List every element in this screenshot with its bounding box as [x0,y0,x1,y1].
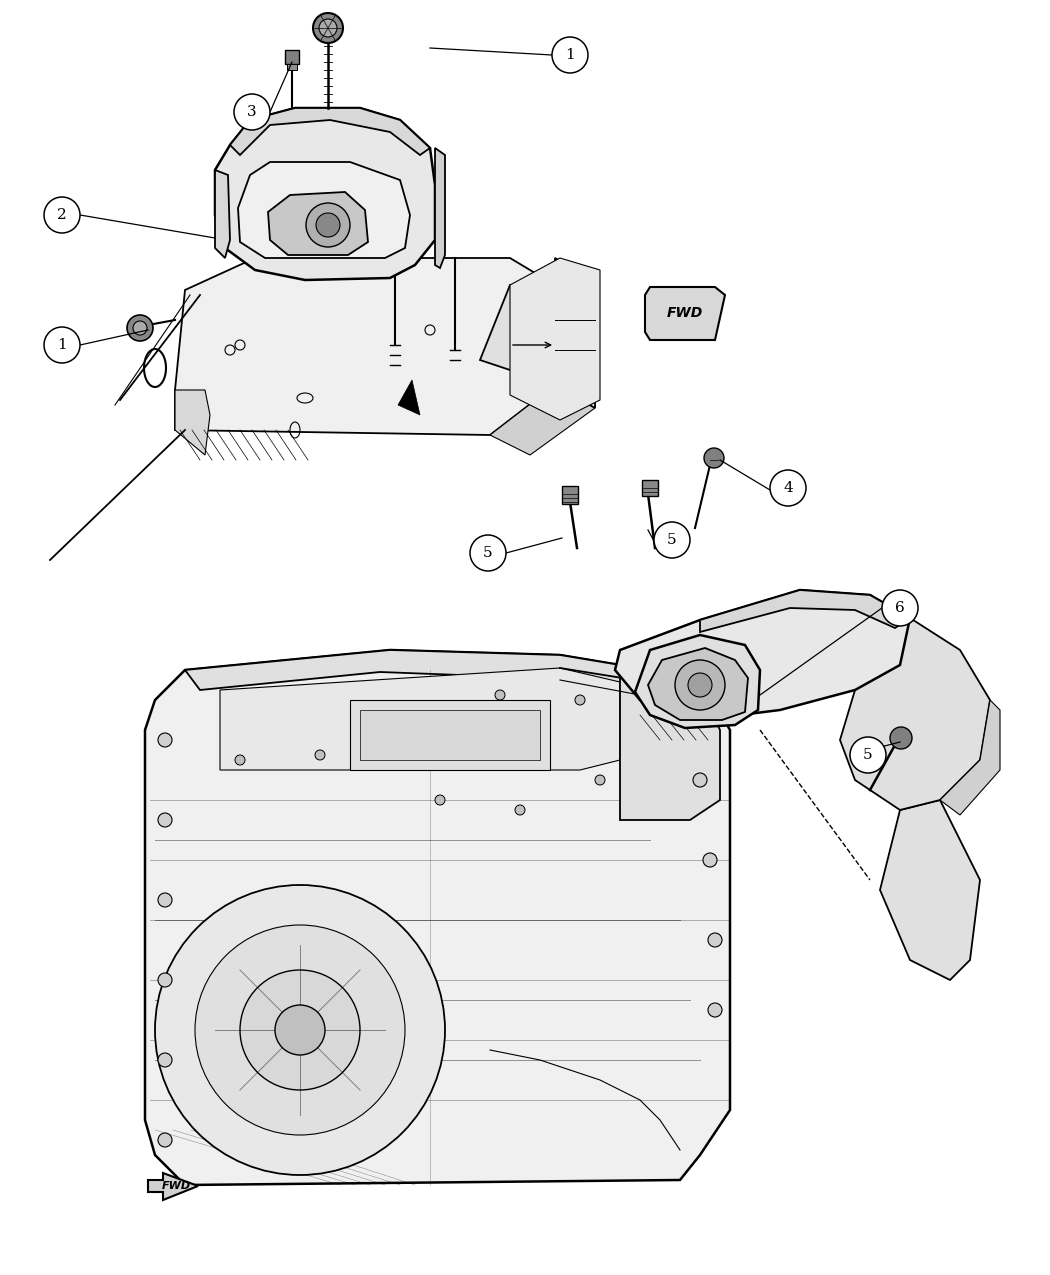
Polygon shape [175,390,210,455]
Circle shape [704,853,717,867]
Circle shape [595,775,605,785]
Circle shape [435,796,445,805]
Text: 2: 2 [57,208,67,222]
Circle shape [127,315,153,340]
Circle shape [306,203,350,247]
Circle shape [158,1133,172,1148]
Polygon shape [238,162,410,258]
Polygon shape [435,148,445,268]
Polygon shape [398,380,420,414]
Circle shape [133,321,147,335]
Circle shape [882,590,918,626]
Circle shape [195,924,405,1135]
Circle shape [313,13,343,43]
Text: FWD: FWD [667,306,704,320]
Bar [642,479,658,496]
Polygon shape [185,650,710,710]
Circle shape [890,727,912,748]
Text: 5: 5 [863,748,873,762]
Bar [285,50,299,64]
Circle shape [44,198,80,233]
Bar [350,700,550,770]
Circle shape [319,19,337,37]
Circle shape [158,813,172,827]
Circle shape [575,695,585,705]
Polygon shape [480,286,590,385]
Circle shape [675,660,724,710]
Polygon shape [620,669,720,820]
Polygon shape [645,287,724,340]
Circle shape [44,326,80,363]
Polygon shape [700,590,910,632]
Circle shape [158,1053,172,1067]
Circle shape [235,755,245,765]
Polygon shape [220,668,620,770]
Text: 4: 4 [783,481,793,495]
Text: 3: 3 [247,105,257,119]
Text: 1: 1 [565,48,575,62]
Bar [287,64,297,70]
Circle shape [708,1003,722,1017]
Polygon shape [880,799,980,980]
Text: 5: 5 [483,546,492,560]
Circle shape [315,750,326,760]
Polygon shape [648,648,748,720]
Circle shape [708,933,722,947]
Polygon shape [555,286,595,408]
Text: 1: 1 [57,338,67,352]
Circle shape [158,973,172,987]
Text: 5: 5 [667,533,677,547]
Polygon shape [145,650,730,1184]
Polygon shape [940,700,1000,815]
Circle shape [240,970,360,1090]
Circle shape [552,37,588,73]
Polygon shape [635,635,760,728]
Polygon shape [230,108,430,156]
Polygon shape [615,590,910,720]
Circle shape [155,885,445,1176]
Circle shape [688,673,712,697]
Text: 6: 6 [895,601,905,615]
Bar [562,486,578,504]
Polygon shape [215,108,435,280]
Circle shape [654,521,690,558]
Circle shape [158,733,172,747]
Polygon shape [175,258,555,435]
Polygon shape [510,258,600,419]
Circle shape [850,737,886,773]
Circle shape [158,892,172,907]
Polygon shape [268,193,368,255]
Bar [360,710,540,760]
Polygon shape [840,618,990,810]
Circle shape [514,805,525,815]
Text: FWD: FWD [162,1181,190,1191]
Polygon shape [215,170,230,258]
Circle shape [316,213,340,237]
Circle shape [770,470,806,506]
Circle shape [495,690,505,700]
Circle shape [704,448,724,468]
Polygon shape [490,385,595,455]
Circle shape [693,773,707,787]
Polygon shape [555,258,595,408]
Circle shape [234,94,270,130]
Circle shape [470,536,506,571]
Polygon shape [148,1173,198,1200]
Circle shape [275,1005,326,1054]
